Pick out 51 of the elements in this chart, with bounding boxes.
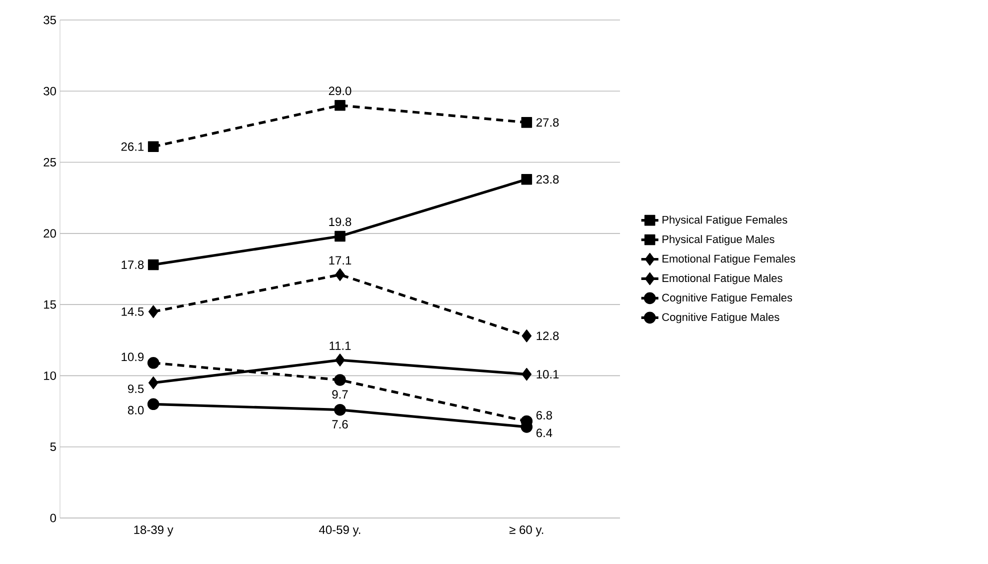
- x-tick-label: 18-39 y: [134, 526, 174, 536]
- x-tick-label: ≥ 60 y.: [510, 526, 544, 536]
- legend-label: Emotional Fatigue Females: [662, 254, 796, 265]
- data-label: 9.7: [332, 390, 348, 399]
- point: [148, 259, 159, 270]
- data-label: 27.8: [536, 118, 559, 127]
- data-label: 10.9: [122, 352, 144, 362]
- point: [334, 404, 346, 416]
- point: [148, 376, 158, 390]
- legend-label: Emotional Fatigue Males: [662, 274, 782, 284]
- y-tick-label: 10: [44, 371, 56, 380]
- data-label: 6.8: [536, 410, 552, 420]
- point: [148, 305, 158, 318]
- point: [521, 117, 532, 128]
- legend-label: Cognitive Fatigue Males: [662, 312, 780, 324]
- data-label: 23.8: [536, 175, 559, 184]
- data-label: 7.6: [332, 420, 348, 429]
- data-label: 8.0: [128, 406, 144, 414]
- point: [147, 398, 160, 410]
- legend-label: Cognitive Fatigue Females: [662, 293, 792, 304]
- point: [334, 100, 346, 111]
- data-label: 19.8: [329, 218, 352, 226]
- data-label: 11.1: [330, 342, 351, 350]
- point: [334, 230, 346, 242]
- data-label: 17.8: [122, 260, 144, 269]
- point: [147, 357, 160, 369]
- data-label: 26.1: [121, 142, 144, 151]
- point: [148, 141, 159, 152]
- y-tick-label: 30: [44, 86, 56, 96]
- data-label: 17.1: [329, 256, 352, 264]
- data-label: 29.0: [328, 86, 352, 96]
- data-label: 10.1: [536, 370, 559, 379]
- y-tick-label: 35: [44, 16, 56, 24]
- legend-label: Physical Fatigue Males: [662, 235, 774, 246]
- data-label: 14.5: [122, 307, 144, 316]
- data-label: 9.5: [128, 384, 144, 394]
- data-label: 6.4: [536, 428, 552, 438]
- y-tick-label: 25: [44, 158, 56, 167]
- point: [522, 329, 532, 342]
- x-tick-label: 40-59 y.: [319, 526, 360, 536]
- point: [335, 354, 345, 366]
- y-tick-label: 0: [50, 514, 56, 522]
- data-label: 12.8: [536, 332, 559, 340]
- point: [335, 268, 345, 282]
- y-tick-label: 20: [44, 229, 56, 238]
- point: [522, 368, 532, 381]
- y-tick-label: 15: [44, 300, 56, 309]
- point: [521, 174, 532, 185]
- point: [334, 374, 346, 386]
- legend-label: Physical Fatigue Females: [662, 216, 788, 226]
- y-tick-label: 5: [50, 442, 56, 452]
